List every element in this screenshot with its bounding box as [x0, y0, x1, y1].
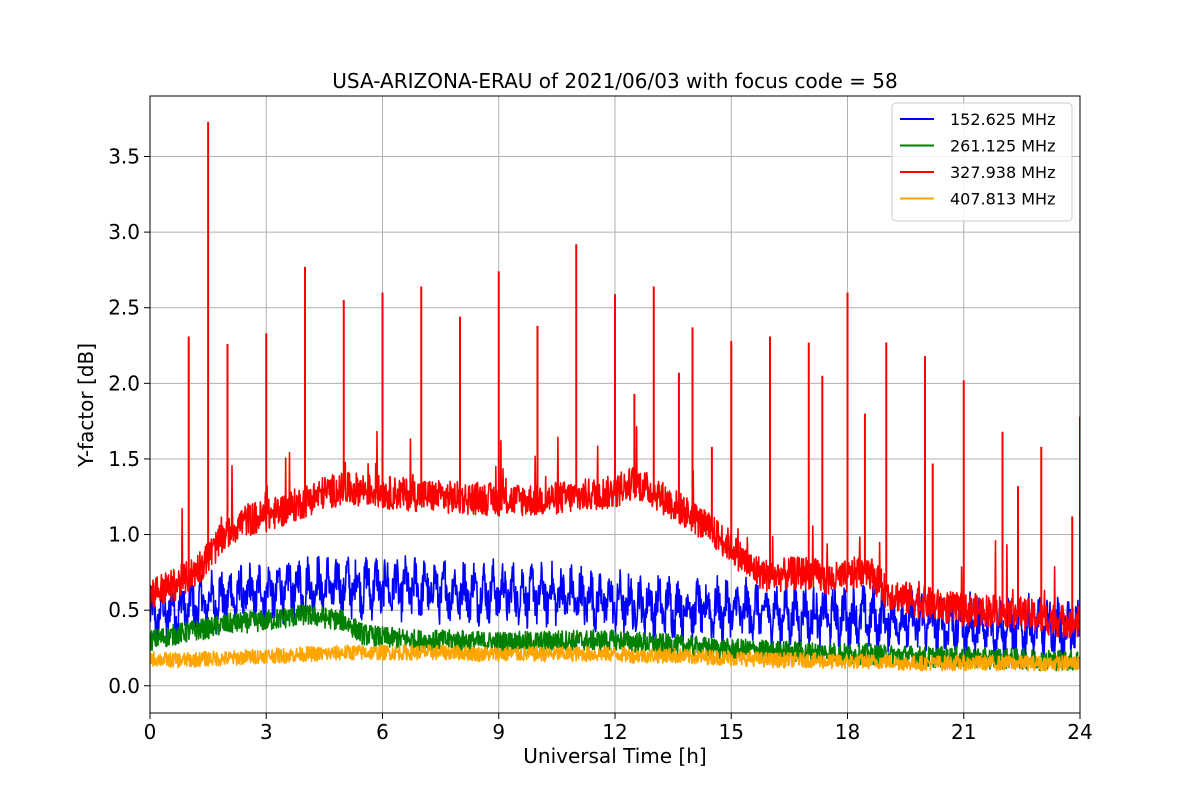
x-tick-label: 12: [602, 720, 627, 744]
x-tick-label: 6: [376, 720, 389, 744]
legend-label: 152.625 MHz: [950, 110, 1055, 129]
chart-title: USA-ARIZONA-ERAU of 2021/06/03 with focu…: [332, 69, 897, 93]
y-tick-label: 2.0: [108, 371, 140, 395]
y-tick-label: 3.0: [108, 220, 140, 244]
x-tick-label: 24: [1067, 720, 1092, 744]
series-line: [150, 644, 1080, 672]
series-layer: [150, 121, 1080, 672]
y-tick-label: 0.0: [108, 674, 140, 698]
y-tick-label: 1.5: [108, 447, 140, 471]
legend: 152.625 MHz 261.125 MHz 327.938 MHz 407.813…: [891, 102, 1073, 222]
x-tick-label: 18: [835, 720, 860, 744]
legend-label: 261.125 MHz: [950, 137, 1055, 156]
legend-box: [891, 102, 1073, 222]
y-tick-label: 1.0: [108, 523, 140, 547]
x-tick-label: 0: [144, 720, 157, 744]
x-tick-label: 15: [719, 720, 744, 744]
x-tick-label: 3: [260, 720, 273, 744]
x-tick-label: 9: [492, 720, 505, 744]
x-axis-label: Universal Time [h]: [523, 744, 706, 768]
y-tick-label: 2.5: [108, 296, 140, 320]
legend-label: 407.813 MHz: [950, 190, 1055, 209]
y-tick-label: 3.5: [108, 144, 140, 168]
axes: 0 3 6 9 12 15 18 21 24 0.0 0.5 1.0 1.5 2.0 2.5 3.0 3.5: [108, 144, 1093, 744]
y-tick-label: 0.5: [108, 598, 140, 622]
x-tick-label: 21: [951, 720, 976, 744]
legend-label: 327.938 MHz: [950, 163, 1055, 182]
series-line: [150, 604, 1080, 672]
y-axis-label: Y-factor [dB]: [74, 343, 98, 468]
